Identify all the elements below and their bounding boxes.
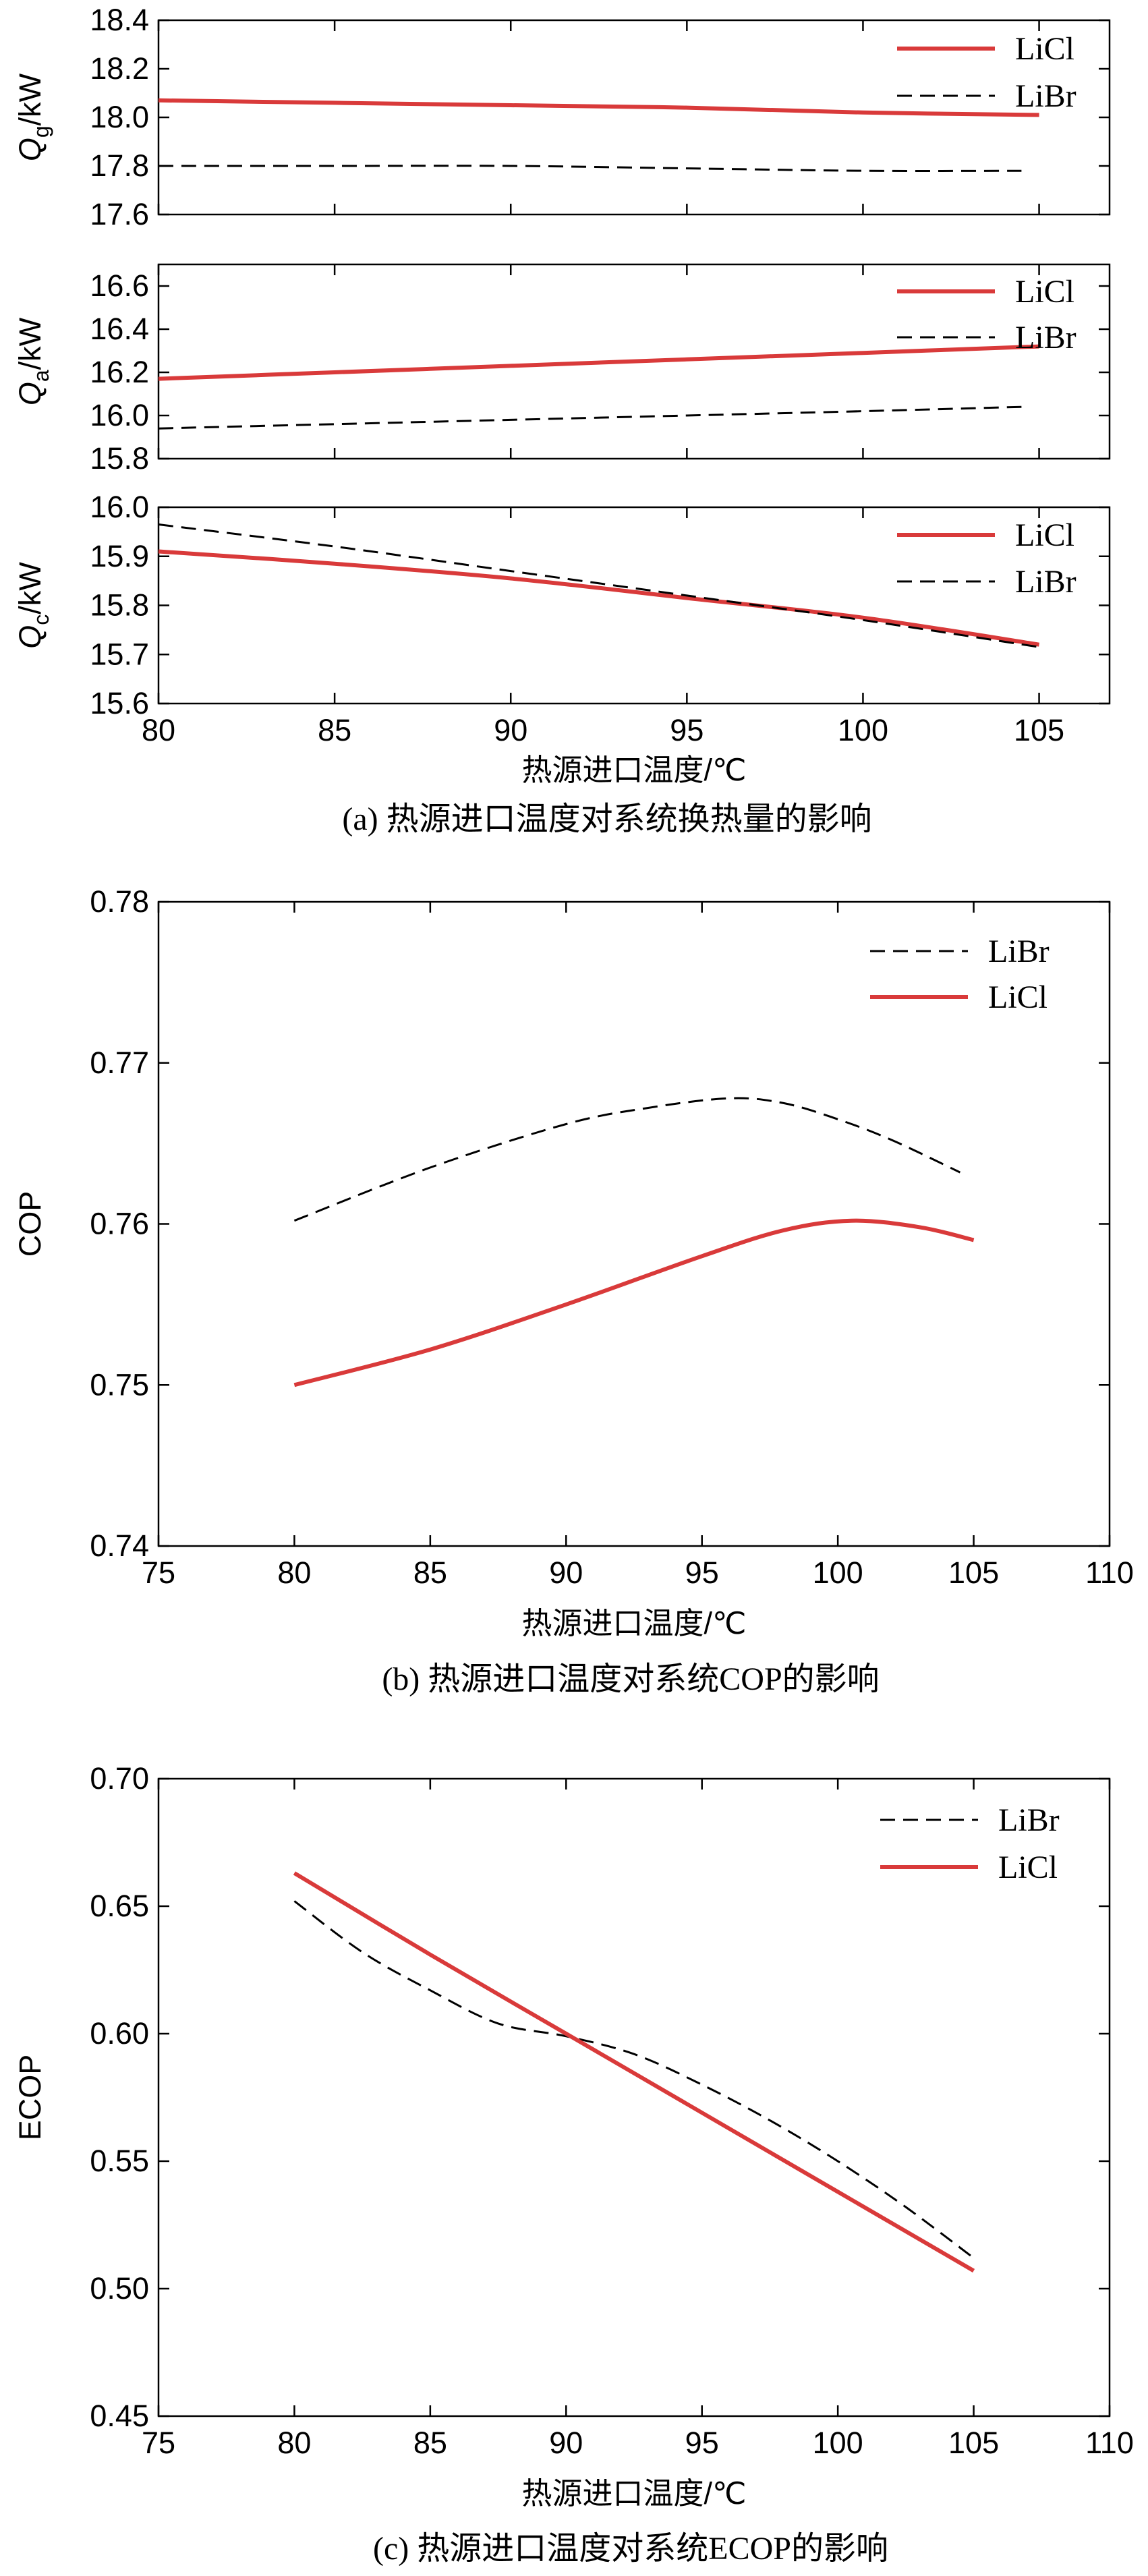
x-tick-label: 95: [685, 1555, 719, 1590]
x-tick-label: 90: [549, 1555, 583, 1590]
x-tick-label: 95: [685, 2426, 719, 2460]
y-tick-label: 15.9: [90, 539, 149, 573]
series-line-libr: [293, 1097, 961, 1222]
x-tick-label: 100: [813, 1555, 863, 1590]
x-axis-label: 热源进口温度/℃: [521, 753, 746, 787]
y-tick-label: 18.2: [90, 51, 149, 86]
series-line-libr: [158, 405, 1022, 430]
y-tick-label: 0.50: [90, 2271, 149, 2306]
y-tick-label: 16.6: [90, 268, 149, 303]
x-axis-label: 热源进口温度/℃: [521, 1606, 746, 1640]
series-line-licl: [293, 1871, 975, 2273]
y-tick-label: 0.77: [90, 1046, 149, 1080]
legend-label-libr: LiBr: [1015, 78, 1077, 114]
y-axis-label-subscript: c: [29, 614, 53, 625]
y-axis-label: Qc/kW: [13, 562, 53, 649]
x-tick-label: 85: [413, 2426, 447, 2460]
x-tick-label: 75: [142, 1555, 175, 1590]
y-tick-label: 16.0: [90, 398, 149, 432]
legend-label-libr: LiBr: [1015, 564, 1077, 600]
caption-b: (b) 热源进口温度对系统COP的影响: [382, 1661, 879, 1697]
y-axis-label-symbol: Q: [13, 382, 47, 405]
x-tick-label: 105: [948, 1555, 999, 1590]
x-tick-label: 110: [1085, 2426, 1134, 2460]
legend-label-licl: LiCl: [1015, 31, 1074, 67]
series-line-licl: [293, 1218, 975, 1387]
x-axis-label: 热源进口温度/℃: [521, 2476, 746, 2511]
y-tick-label: 0.78: [90, 884, 149, 919]
plot-frame: [157, 263, 1111, 460]
y-tick-label: 15.8: [90, 588, 149, 623]
series-line-licl: [158, 344, 1039, 381]
plot-frame: [157, 1777, 1111, 2417]
y-tick-label: 15.8: [90, 441, 149, 476]
y-tick-label: 0.75: [90, 1367, 149, 1402]
y-axis-label-unit: /kW: [13, 562, 47, 614]
y-tick-label: 15.6: [90, 686, 149, 720]
x-tick-label: 80: [142, 713, 175, 747]
legend-label-licl: LiCl: [998, 1850, 1058, 1885]
y-tick-label: 18.4: [90, 3, 149, 37]
y-tick-label: 18.0: [90, 100, 149, 134]
x-tick-label: 100: [813, 2426, 863, 2460]
panel-qc-chart: 15.6 15.7 15.8 15.9 16.0 80 85 90 95 100 105 Qc/kW 热…: [13, 490, 1111, 787]
y-tick-label: 0.70: [90, 1761, 149, 1796]
y-axis-label-symbol: Q: [13, 138, 47, 161]
y-tick-label: 0.74: [90, 1528, 149, 1563]
y-axis-label: COP: [13, 1191, 47, 1257]
y-tick-label: 16.4: [90, 312, 149, 346]
series-line-licl: [158, 549, 1040, 647]
caption-a: (a) 热源进口温度对系统换热量的影响: [342, 801, 871, 837]
legend-label-libr: LiBr: [998, 1802, 1060, 1838]
y-axis-label-subscript: a: [29, 370, 53, 382]
x-tick-label: 80: [277, 1555, 311, 1590]
y-tick-label: 0.76: [90, 1207, 149, 1241]
panel-ecop-chart: 0.45 0.50 0.55 0.60 0.65 0.70 75 80 85 90 95 100 105…: [13, 1761, 1134, 2511]
x-tick-label: 85: [413, 1555, 447, 1590]
legend-label-licl: LiCl: [1015, 517, 1074, 553]
y-axis-label: ECOP: [13, 2055, 47, 2141]
panel-qg-chart: 17.6 17.8 18.0 18.2 18.4 Qg/kW LiCl LiBr: [13, 3, 1111, 231]
y-tick-label: 0.45: [90, 2399, 149, 2433]
y-axis-label-unit: /kW: [13, 73, 47, 125]
series-line-libr: [293, 1900, 975, 2259]
legend-label-licl: LiCl: [988, 979, 1047, 1015]
y-tick-label: 0.60: [90, 2016, 149, 2051]
y-tick-label: 16.0: [90, 490, 149, 524]
x-tick-label: 110: [1085, 1555, 1134, 1590]
y-axis-label-unit: /kW: [13, 317, 47, 370]
x-tick-label: 105: [1014, 713, 1064, 747]
panel-cop-chart: 0.74 0.75 0.76 0.77 0.78 75 80 85 90 95 100 105 110 C…: [13, 884, 1134, 1640]
x-tick-label: 90: [494, 713, 527, 747]
y-axis-label: Qg/kW: [13, 73, 53, 161]
legend-label-libr: LiBr: [988, 934, 1050, 969]
x-tick-label: 105: [948, 2426, 999, 2460]
y-tick-label: 17.8: [90, 148, 149, 183]
y-tick-label: 15.7: [90, 637, 149, 671]
y-tick-label: 17.6: [90, 197, 149, 231]
y-axis-label: Qa/kW: [13, 317, 53, 405]
x-tick-label: 85: [318, 713, 351, 747]
y-tick-label: 0.55: [90, 2144, 149, 2178]
y-tick-label: 16.2: [90, 355, 149, 389]
panel-qa-chart: 15.8 16.0 16.2 16.4 16.6 Qa/kW LiCl LiBr: [13, 263, 1111, 476]
x-tick-label: 95: [670, 713, 704, 747]
y-axis-label-subscript: g: [29, 125, 53, 138]
x-tick-label: 90: [549, 2426, 583, 2460]
series-line-libr: [158, 523, 1039, 648]
x-tick-label: 75: [142, 2426, 175, 2460]
y-axis-label-symbol: Q: [13, 625, 47, 649]
series-line-libr: [158, 165, 1022, 172]
y-tick-label: 0.65: [90, 1889, 149, 1923]
series-line-licl: [158, 98, 1039, 117]
x-tick-label: 100: [838, 713, 888, 747]
x-tick-label: 80: [277, 2426, 311, 2460]
legend-label-licl: LiCl: [1015, 274, 1074, 310]
caption-c: (c) 热源进口温度对系统ECOP的影响: [373, 2531, 888, 2567]
legend-label-libr: LiBr: [1015, 320, 1077, 355]
